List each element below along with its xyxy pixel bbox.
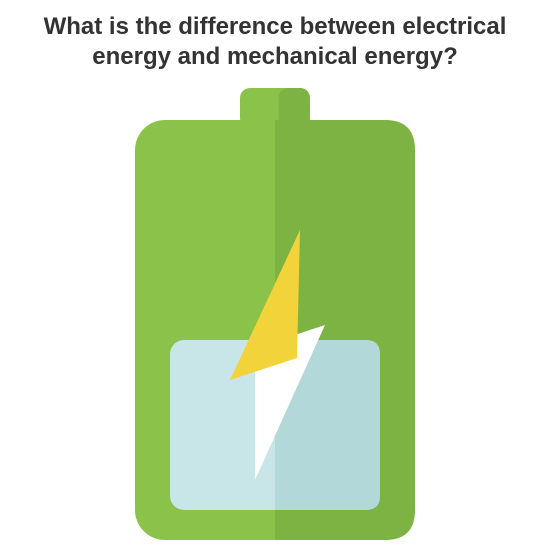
battery-illustration xyxy=(0,80,550,550)
battery-icon xyxy=(0,80,550,550)
page-title: What is the difference between electrica… xyxy=(0,12,550,80)
